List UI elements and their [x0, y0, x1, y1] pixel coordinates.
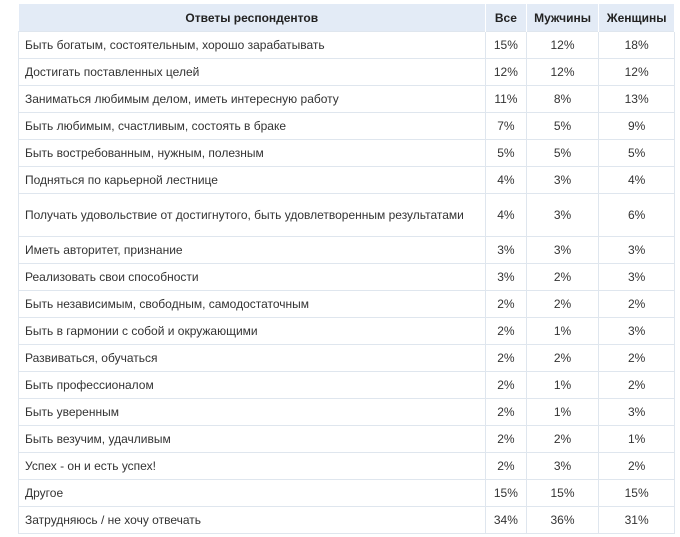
answer-cell: Быть уверенным [18, 398, 486, 426]
all-cell: 15% [485, 479, 527, 507]
answer-cell: Быть профессионалом [18, 371, 486, 399]
women-cell: 31% [598, 506, 675, 534]
all-cell: 4% [485, 193, 527, 237]
answer-cell: Реализовать свои способности [18, 263, 486, 291]
men-cell: 1% [525, 371, 600, 399]
table-row: Успех - он и есть успех! 2% 3% 2% [18, 452, 675, 480]
answer-cell: Заниматься любимым делом, иметь интересн… [18, 85, 486, 113]
all-cell: 2% [485, 317, 527, 345]
men-cell: 1% [525, 317, 600, 345]
men-cell: 2% [525, 425, 600, 453]
all-cell: 11% [485, 85, 527, 113]
women-cell: 2% [598, 344, 675, 372]
table-row: Развиваться, обучаться 2% 2% 2% [18, 344, 675, 372]
men-cell: 1% [525, 398, 600, 426]
table-row: Быть уверенным 2% 1% 3% [18, 398, 675, 426]
women-cell: 6% [598, 193, 675, 237]
women-cell: 9% [598, 112, 675, 140]
answer-cell: Затрудняюсь / не хочу отвечать [18, 506, 486, 534]
women-cell: 2% [598, 452, 675, 480]
women-cell: 12% [598, 58, 675, 86]
table-row: Затрудняюсь / не хочу отвечать 34% 36% 31% [18, 506, 675, 534]
header-answers: Ответы респондентов [18, 4, 486, 32]
all-cell: 2% [485, 371, 527, 399]
table-row: Быть независимым, свободным, самодостато… [18, 290, 675, 318]
men-cell: 36% [525, 506, 600, 534]
table-row: Другое 15% 15% 15% [18, 479, 675, 507]
header-men: Мужчины [526, 4, 600, 32]
answer-cell: Быть везучим, удачливым [18, 425, 486, 453]
men-cell: 3% [525, 166, 600, 194]
answer-cell: Быть в гармонии с собой и окружающими [18, 317, 486, 345]
women-cell: 18% [598, 31, 675, 59]
men-cell: 12% [525, 58, 600, 86]
women-cell: 4% [598, 166, 675, 194]
men-cell: 5% [525, 112, 600, 140]
table-row: Заниматься любимым делом, иметь интересн… [18, 85, 675, 113]
all-cell: 2% [485, 344, 527, 372]
men-cell: 12% [525, 31, 600, 59]
women-cell: 2% [598, 371, 675, 399]
table-row: Достигать поставленных целей 12% 12% 12% [18, 58, 675, 86]
men-cell: 2% [525, 263, 600, 291]
women-cell: 13% [598, 85, 675, 113]
answer-cell: Быть независимым, свободным, самодостато… [18, 290, 486, 318]
all-cell: 7% [485, 112, 527, 140]
table-row: Быть профессионалом 2% 1% 2% [18, 371, 675, 399]
women-cell: 3% [598, 236, 675, 264]
table-row: Реализовать свои способности 3% 2% 3% [18, 263, 675, 291]
table-row: Быть любимым, счастливым, состоять в бра… [18, 112, 675, 140]
all-cell: 2% [485, 425, 527, 453]
men-cell: 5% [525, 139, 600, 167]
survey-table: Ответы респондентов Все Мужчины Женщины … [18, 4, 675, 534]
all-cell: 3% [485, 236, 527, 264]
men-cell: 2% [525, 344, 600, 372]
answer-cell: Быть богатым, состоятельным, хорошо зара… [18, 31, 486, 59]
women-cell: 15% [598, 479, 675, 507]
answer-cell: Подняться по карьерной лестнице [18, 166, 486, 194]
table-row: Иметь авторитет, признание 3% 3% 3% [18, 236, 675, 264]
table-row: Подняться по карьерной лестнице 4% 3% 4% [18, 166, 675, 194]
header-row: Ответы респондентов Все Мужчины Женщины [18, 4, 675, 32]
all-cell: 2% [485, 290, 527, 318]
all-cell: 2% [485, 452, 527, 480]
men-cell: 3% [525, 236, 600, 264]
all-cell: 3% [485, 263, 527, 291]
all-cell: 15% [485, 31, 527, 59]
all-cell: 34% [485, 506, 527, 534]
answer-cell: Быть любимым, счастливым, состоять в бра… [18, 112, 486, 140]
answer-cell: Получать удовольствие от достигнутого, б… [18, 193, 486, 237]
table-row: Быть в гармонии с собой и окружающими 2% 1… [18, 317, 675, 345]
men-cell: 15% [525, 479, 600, 507]
all-cell: 2% [485, 398, 527, 426]
all-cell: 5% [485, 139, 527, 167]
answer-cell: Развиваться, обучаться [18, 344, 486, 372]
men-cell: 2% [525, 290, 600, 318]
answer-cell: Быть востребованным, нужным, полезным [18, 139, 486, 167]
table-row: Быть богатым, состоятельным, хорошо зара… [18, 31, 675, 59]
answer-cell: Другое [18, 479, 486, 507]
all-cell: 12% [485, 58, 527, 86]
answer-cell: Успех - он и есть успех! [18, 452, 486, 480]
women-cell: 1% [598, 425, 675, 453]
header-all: Все [485, 4, 527, 32]
table-row: Получать удовольствие от достигнутого, б… [18, 193, 675, 237]
men-cell: 8% [525, 85, 600, 113]
header-women: Женщины [598, 4, 675, 32]
answer-cell: Достигать поставленных целей [18, 58, 486, 86]
women-cell: 5% [598, 139, 675, 167]
women-cell: 2% [598, 290, 675, 318]
table-row: Быть востребованным, нужным, полезным 5% 5… [18, 139, 675, 167]
men-cell: 3% [525, 193, 600, 237]
men-cell: 3% [525, 452, 600, 480]
women-cell: 3% [598, 317, 675, 345]
women-cell: 3% [598, 263, 675, 291]
women-cell: 3% [598, 398, 675, 426]
all-cell: 4% [485, 166, 527, 194]
table-row: Быть везучим, удачливым 2% 2% 1% [18, 425, 675, 453]
answer-cell: Иметь авторитет, признание [18, 236, 486, 264]
